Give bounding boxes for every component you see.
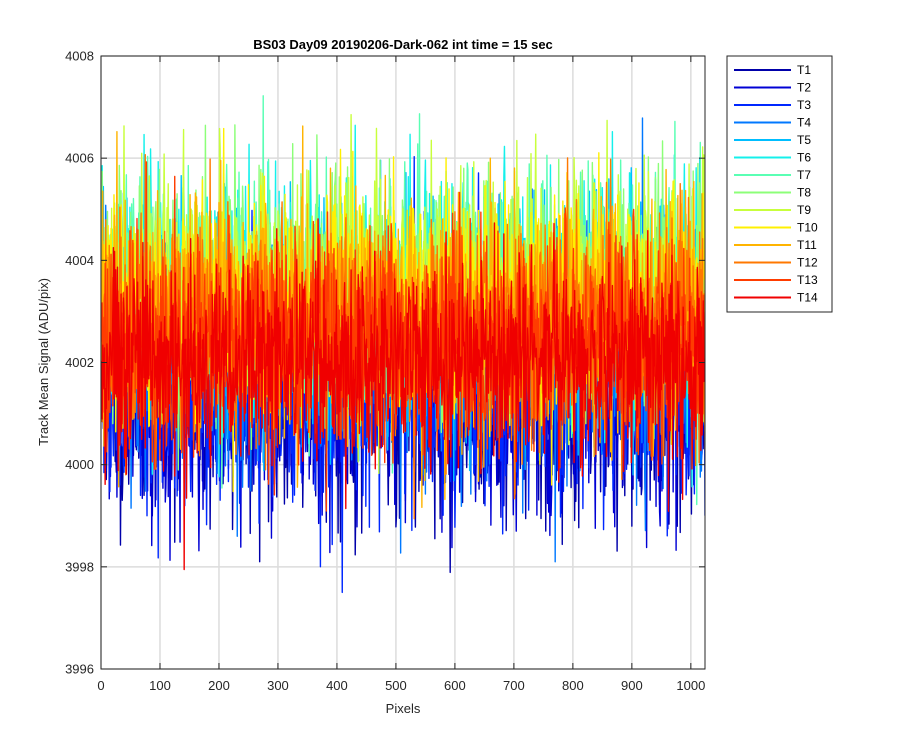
legend-label: T10 bbox=[797, 221, 818, 235]
chart-title: BS03 Day09 20190206-Dark-062 int time = … bbox=[253, 37, 553, 52]
y-tick-label: 4006 bbox=[65, 151, 94, 166]
legend-label: T3 bbox=[797, 98, 811, 112]
legend-label: T9 bbox=[797, 203, 811, 217]
x-tick-label: 1000 bbox=[676, 678, 705, 693]
x-tick-label: 900 bbox=[621, 678, 643, 693]
y-tick-label: 4008 bbox=[65, 49, 94, 64]
legend-label: T1 bbox=[797, 63, 811, 77]
legend-label: T6 bbox=[797, 151, 811, 165]
axis-ticks bbox=[100, 55, 705, 670]
x-tick-label: 400 bbox=[326, 678, 348, 693]
legend-label: T11 bbox=[797, 238, 817, 252]
legend-entry-t4: T4 bbox=[734, 116, 811, 130]
x-tick-label: 700 bbox=[503, 678, 525, 693]
x-tick-labels: 0 100 200 300 400 500 600 700 800 900 1000 bbox=[97, 678, 705, 693]
legend-label: T7 bbox=[797, 168, 811, 182]
legend-box bbox=[726, 55, 833, 313]
x-axis-label: Pixels bbox=[386, 701, 421, 716]
legend-entry-t14: T14 bbox=[734, 291, 818, 305]
legend-entry-t7: T7 bbox=[734, 168, 811, 182]
legend-label: T4 bbox=[797, 116, 811, 130]
series-line-t14 bbox=[101, 218, 705, 571]
legend-entry-t13: T13 bbox=[734, 273, 818, 287]
y-tick-label: 4000 bbox=[65, 457, 94, 472]
x-tick-label: 100 bbox=[149, 678, 171, 693]
legend-entry-t2: T2 bbox=[734, 81, 811, 95]
legend-label: T13 bbox=[797, 273, 818, 287]
legend-entry-t9: T9 bbox=[734, 203, 811, 217]
legend-label: T14 bbox=[797, 291, 818, 305]
legend-label: T5 bbox=[797, 133, 811, 147]
y-tick-label: 4004 bbox=[65, 253, 94, 268]
y-tick-label: 4002 bbox=[65, 355, 94, 370]
legend: T1 T2 T3 T4 T5 T6 T7 T8 T9 T10 T11 T12 T13 T14 bbox=[726, 55, 833, 313]
x-tick-label: 200 bbox=[208, 678, 230, 693]
legend-entry-t1: T1 bbox=[734, 63, 811, 77]
x-tick-label: 0 bbox=[97, 678, 104, 693]
legend-entry-t5: T5 bbox=[734, 133, 811, 147]
legend-label: T12 bbox=[797, 256, 818, 270]
x-tick-label: 800 bbox=[562, 678, 584, 693]
y-tick-label: 3996 bbox=[65, 662, 94, 677]
legend-entry-t12: T12 bbox=[734, 256, 818, 270]
y-tick-label: 3998 bbox=[65, 559, 94, 574]
x-tick-label: 300 bbox=[267, 678, 289, 693]
legend-label: T2 bbox=[797, 81, 811, 95]
legend-entry-t10: T10 bbox=[734, 221, 818, 235]
legend-entry-t3: T3 bbox=[734, 98, 811, 112]
legend-entry-t11: T11 bbox=[734, 238, 817, 252]
legend-label: T8 bbox=[797, 186, 811, 200]
x-tick-label: 600 bbox=[444, 678, 466, 693]
y-axis-label: Track Mean Signal (ADU/pix) bbox=[36, 278, 51, 446]
x-tick-label: 500 bbox=[385, 678, 407, 693]
legend-entry-t8: T8 bbox=[734, 186, 811, 200]
legend-entry-t6: T6 bbox=[734, 151, 811, 165]
series-lines bbox=[101, 95, 705, 594]
y-tick-labels: 3996 3998 4000 4002 4004 4006 4008 bbox=[65, 49, 94, 677]
